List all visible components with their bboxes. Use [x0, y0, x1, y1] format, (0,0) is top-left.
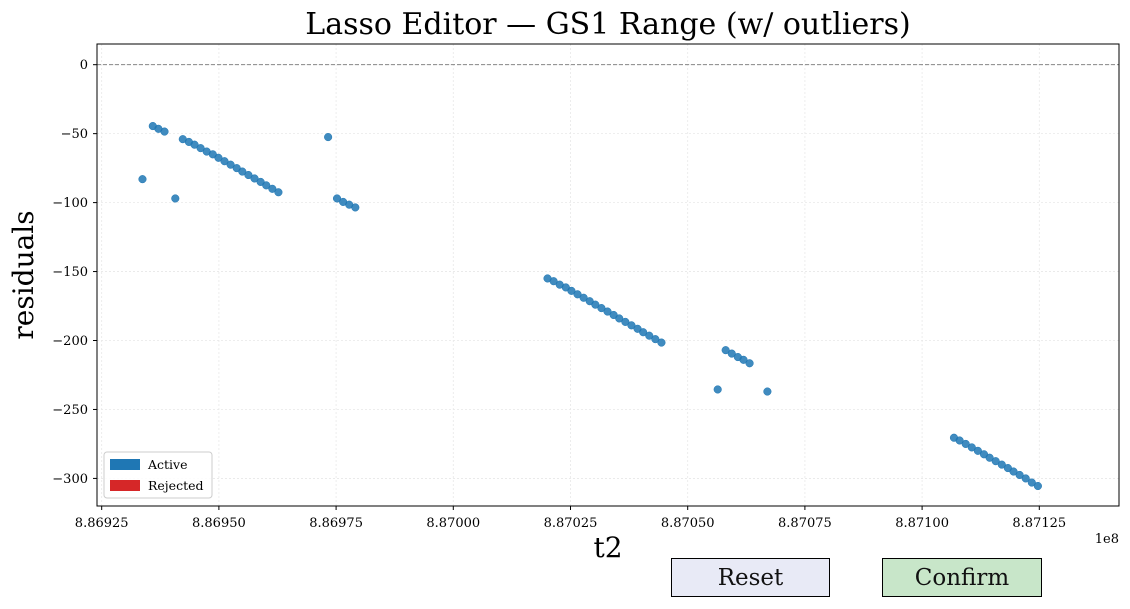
data-point-active: [627, 321, 636, 330]
data-point-active: [603, 307, 612, 316]
y-axis-label: residuals: [7, 210, 40, 339]
data-point-active: [973, 446, 982, 455]
data-point-active: [268, 184, 277, 193]
confirm-button[interactable]: Confirm: [882, 558, 1042, 597]
x-tick-label: 8.87050: [661, 516, 715, 531]
data-point-active: [639, 328, 648, 337]
y-tick-label: −200: [52, 334, 88, 349]
chart-title: Lasso Editor — GS1 Range (w/ outliers): [305, 7, 910, 42]
data-point-active: [171, 194, 180, 203]
data-point-active: [763, 387, 772, 396]
data-point-active: [332, 194, 342, 203]
x-offset-label: 1e8: [1095, 532, 1119, 547]
data-point-active: [727, 349, 736, 358]
data-point-active: [214, 153, 223, 162]
data-point-active: [1015, 470, 1024, 480]
y-tick-label: −300: [52, 472, 88, 487]
data-point-active: [645, 331, 654, 340]
data-point-active: [244, 170, 253, 180]
x-tick-label: 8.87100: [895, 516, 949, 531]
data-point-active: [549, 277, 558, 286]
axes-frame: [96, 43, 1120, 507]
data-point-active: [955, 436, 964, 445]
x-tick-label: 8.87075: [778, 516, 832, 531]
data-point-active: [274, 188, 283, 197]
data-point-active: [238, 167, 247, 176]
data-point-active: [1021, 474, 1030, 483]
data-point-active: [713, 385, 722, 394]
data-point-active: [262, 181, 271, 190]
data-point-active: [591, 300, 600, 309]
data-point-active: [250, 174, 259, 183]
reset-button[interactable]: Reset: [671, 558, 830, 597]
data-point-active: [615, 314, 624, 323]
data-point-active: [324, 133, 333, 142]
data-point-active: [226, 160, 235, 169]
data-point-active: [985, 453, 994, 462]
x-tick-label: 8.86925: [75, 516, 129, 531]
y-tick-label: −100: [52, 196, 88, 211]
legend-label-active: Active: [147, 457, 188, 472]
x-tick-label: 8.87000: [426, 516, 480, 531]
data-point-active: [220, 157, 229, 166]
data-point-active: [651, 335, 660, 344]
data-point-active: [961, 439, 970, 448]
data-point-active: [579, 293, 588, 302]
data-point-active: [351, 203, 360, 212]
x-axis-label: t2: [593, 531, 622, 560]
data-point-active: [991, 457, 1000, 466]
legend-swatch-active: [110, 459, 140, 470]
data-point-active: [621, 317, 630, 326]
x-tick-label: 8.86950: [192, 516, 246, 531]
data-point-active: [997, 460, 1006, 469]
data-point-active: [567, 286, 576, 295]
data-point-active: [745, 359, 754, 368]
y-tick-label: 0: [80, 58, 88, 73]
x-tick-label: 8.87025: [544, 516, 598, 531]
data-point-active: [657, 338, 666, 347]
data-point-active: [739, 355, 748, 364]
x-tick-label: 8.86975: [309, 516, 363, 531]
scatter-chart[interactable]: 8.86925 8.86950 8.86975 8.87000 8.87025 8.870…: [0, 0, 1130, 560]
y-tick-label: −50: [61, 127, 88, 142]
plot-area: [97, 44, 1119, 506]
data-point-active: [573, 290, 582, 299]
data-point-active: [1009, 467, 1018, 476]
x-tick-label: 8.87125: [1012, 516, 1066, 531]
data-point-active: [597, 304, 606, 313]
y-tick-label: −250: [52, 403, 88, 418]
y-tick-label: −150: [52, 265, 88, 280]
data-point-active: [190, 140, 199, 149]
data-point-active: [1033, 481, 1042, 491]
legend-swatch-rejected: [110, 480, 140, 491]
data-point-active: [721, 346, 730, 355]
data-point-active: [1027, 478, 1036, 487]
data-point-active: [196, 144, 205, 153]
legend-label-rejected: Rejected: [148, 478, 204, 493]
data-point-active: [967, 443, 976, 452]
data-point-active: [160, 127, 169, 136]
data-point-active: [138, 175, 147, 184]
